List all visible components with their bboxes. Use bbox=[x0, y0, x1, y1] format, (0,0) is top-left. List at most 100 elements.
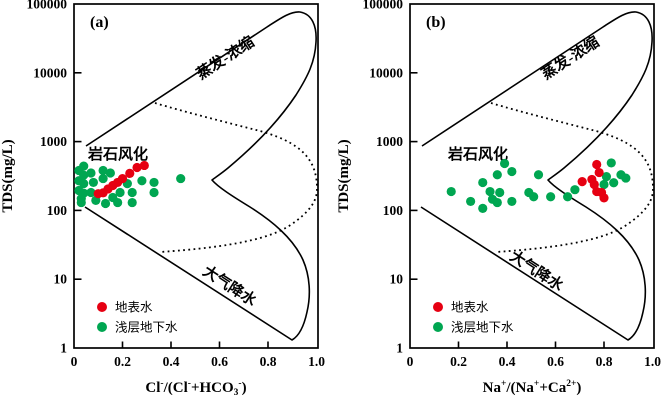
panel-b: 1 10 100 1000 10000 100000 0 0.2 0.4 0.6 0.8 1.0 TDS… bbox=[336, 0, 661, 396]
data-point-shallow-groundwater bbox=[563, 192, 573, 202]
gibbs-boomerang-outline bbox=[84, 11, 317, 341]
region-label-rock-weathering: 岩石风化 bbox=[87, 145, 148, 163]
region-label-precipitation: 大气降水 bbox=[507, 247, 568, 295]
y-tick-label: 10000 bbox=[369, 65, 403, 80]
plot-box bbox=[73, 3, 319, 349]
data-point-shallow-groundwater bbox=[137, 176, 147, 186]
legend-dot-shallow-groundwater bbox=[433, 322, 443, 332]
y-tick-label: 100 bbox=[383, 203, 404, 218]
data-point-shallow-groundwater bbox=[88, 177, 98, 188]
y-tick-label: 1 bbox=[60, 341, 67, 356]
legend-label-shallow-groundwater: 浅层地下水 bbox=[115, 321, 178, 335]
data-point-shallow-groundwater bbox=[98, 165, 108, 176]
data-point-shallow-groundwater bbox=[621, 173, 631, 183]
legend-label-shallow-groundwater: 浅层地下水 bbox=[451, 321, 514, 335]
panel-tag: (a) bbox=[90, 14, 109, 31]
data-point-shallow-groundwater bbox=[79, 179, 89, 189]
y-tick-label: 100000 bbox=[363, 0, 404, 12]
data-point-shallow-groundwater bbox=[570, 185, 580, 195]
data-point-shallow-groundwater bbox=[495, 187, 505, 198]
x-tick-label: 0.2 bbox=[114, 354, 131, 369]
data-point-shallow-groundwater bbox=[86, 168, 96, 178]
panel-tag: (b) bbox=[426, 14, 446, 31]
data-point-shallow-groundwater bbox=[446, 186, 456, 197]
gibbs-inner-dotted-boundary bbox=[154, 102, 318, 253]
x-tick-label: 0 bbox=[71, 354, 78, 369]
legend-label-surface-water: 地表水 bbox=[115, 301, 153, 315]
data-point-shallow-groundwater bbox=[507, 196, 517, 207]
legend-dot-shallow-groundwater bbox=[97, 322, 107, 332]
data-point-surface-water bbox=[589, 179, 599, 190]
x-tick-label: 0.4 bbox=[499, 354, 516, 369]
data-point-shallow-groundwater bbox=[98, 173, 108, 184]
data-point-shallow-groundwater bbox=[79, 161, 89, 171]
x-tick-label: 0.6 bbox=[211, 354, 228, 369]
x-tick-label: 0 bbox=[407, 354, 414, 369]
region-label-rock-weathering: 岩石风化 bbox=[447, 145, 508, 163]
y-tick-label: 100000 bbox=[27, 0, 68, 12]
data-point-surface-water bbox=[594, 167, 604, 178]
data-point-surface-water bbox=[132, 162, 142, 173]
gibbs-boomerang-outline bbox=[420, 11, 653, 341]
data-point-shallow-groundwater bbox=[79, 188, 89, 198]
data-point-shallow-groundwater bbox=[76, 197, 86, 208]
data-point-shallow-groundwater bbox=[599, 179, 609, 190]
data-point-shallow-groundwater bbox=[601, 171, 612, 182]
x-tick-label: 0.2 bbox=[450, 354, 467, 369]
x-tick-label: 0.8 bbox=[596, 354, 613, 369]
panel-a: 1 10 100 1000 10000 100000 0 0.2 0.4 0.6 0.8 1.0 TDS… bbox=[0, 0, 325, 398]
data-point-shallow-groundwater bbox=[115, 187, 125, 198]
data-point-shallow-groundwater bbox=[507, 166, 517, 177]
data-point-shallow-groundwater bbox=[499, 158, 510, 169]
region-label-evaporation: 蒸发-浓缩 bbox=[538, 33, 602, 83]
legend-dot-surface-water bbox=[433, 302, 443, 312]
y-tick-label: 1000 bbox=[376, 134, 403, 149]
y-axis-title: TDS(mg/L) bbox=[0, 139, 16, 212]
data-point-shallow-groundwater bbox=[533, 170, 544, 180]
data-point-surface-water bbox=[577, 177, 587, 187]
data-point-shallow-groundwater bbox=[149, 177, 159, 188]
y-tick-label: 1000 bbox=[40, 134, 67, 149]
data-point-shallow-groundwater bbox=[492, 170, 502, 180]
legend-label-surface-water: 地表水 bbox=[451, 301, 489, 315]
data-point-shallow-groundwater bbox=[492, 197, 502, 208]
data-point-surface-water bbox=[592, 159, 602, 170]
y-tick-label: 100 bbox=[47, 203, 68, 218]
data-point-surface-water bbox=[117, 173, 128, 184]
x-tick-label: 1.0 bbox=[644, 354, 661, 369]
y-tick-label: 10000 bbox=[33, 65, 67, 80]
x-tick-label: 0.6 bbox=[547, 354, 564, 369]
data-point-shallow-groundwater bbox=[609, 178, 619, 188]
data-point-surface-water bbox=[125, 168, 135, 178]
data-point-shallow-groundwater bbox=[100, 198, 111, 209]
data-point-surface-water bbox=[139, 160, 149, 171]
x-tick-label: 1.0 bbox=[308, 354, 325, 369]
data-point-shallow-groundwater bbox=[86, 187, 96, 198]
x-tick-label: 0.8 bbox=[260, 354, 277, 369]
data-point-shallow-groundwater bbox=[127, 187, 137, 198]
region-label-evaporation: 蒸发-浓缩 bbox=[193, 33, 257, 83]
y-tick-label: 1 bbox=[396, 341, 403, 356]
x-axis-title: Cl-/(Cl-+HCO3-) bbox=[145, 379, 246, 398]
data-point-surface-water bbox=[599, 193, 609, 203]
plot-box bbox=[409, 3, 655, 349]
legend-dot-surface-water bbox=[97, 302, 107, 312]
data-point-shallow-groundwater bbox=[149, 187, 159, 198]
y-tick-label: 10 bbox=[54, 272, 68, 287]
data-point-shallow-groundwater bbox=[485, 186, 495, 197]
gibbs-inner-dotted-boundary bbox=[490, 102, 654, 253]
data-point-shallow-groundwater bbox=[79, 170, 89, 180]
x-tick-label: 0.4 bbox=[163, 354, 180, 369]
data-point-shallow-groundwater bbox=[606, 158, 616, 168]
x-axis-title: Na+/(Na++Ca2+) bbox=[483, 379, 582, 396]
data-point-shallow-groundwater bbox=[113, 197, 123, 208]
data-point-shallow-groundwater bbox=[478, 177, 488, 188]
y-tick-label: 10 bbox=[390, 272, 404, 287]
data-point-shallow-groundwater bbox=[478, 203, 488, 213]
data-point-shallow-groundwater bbox=[529, 192, 539, 202]
data-point-shallow-groundwater bbox=[176, 173, 186, 184]
data-point-shallow-groundwater bbox=[466, 196, 476, 207]
data-point-shallow-groundwater bbox=[546, 192, 556, 202]
